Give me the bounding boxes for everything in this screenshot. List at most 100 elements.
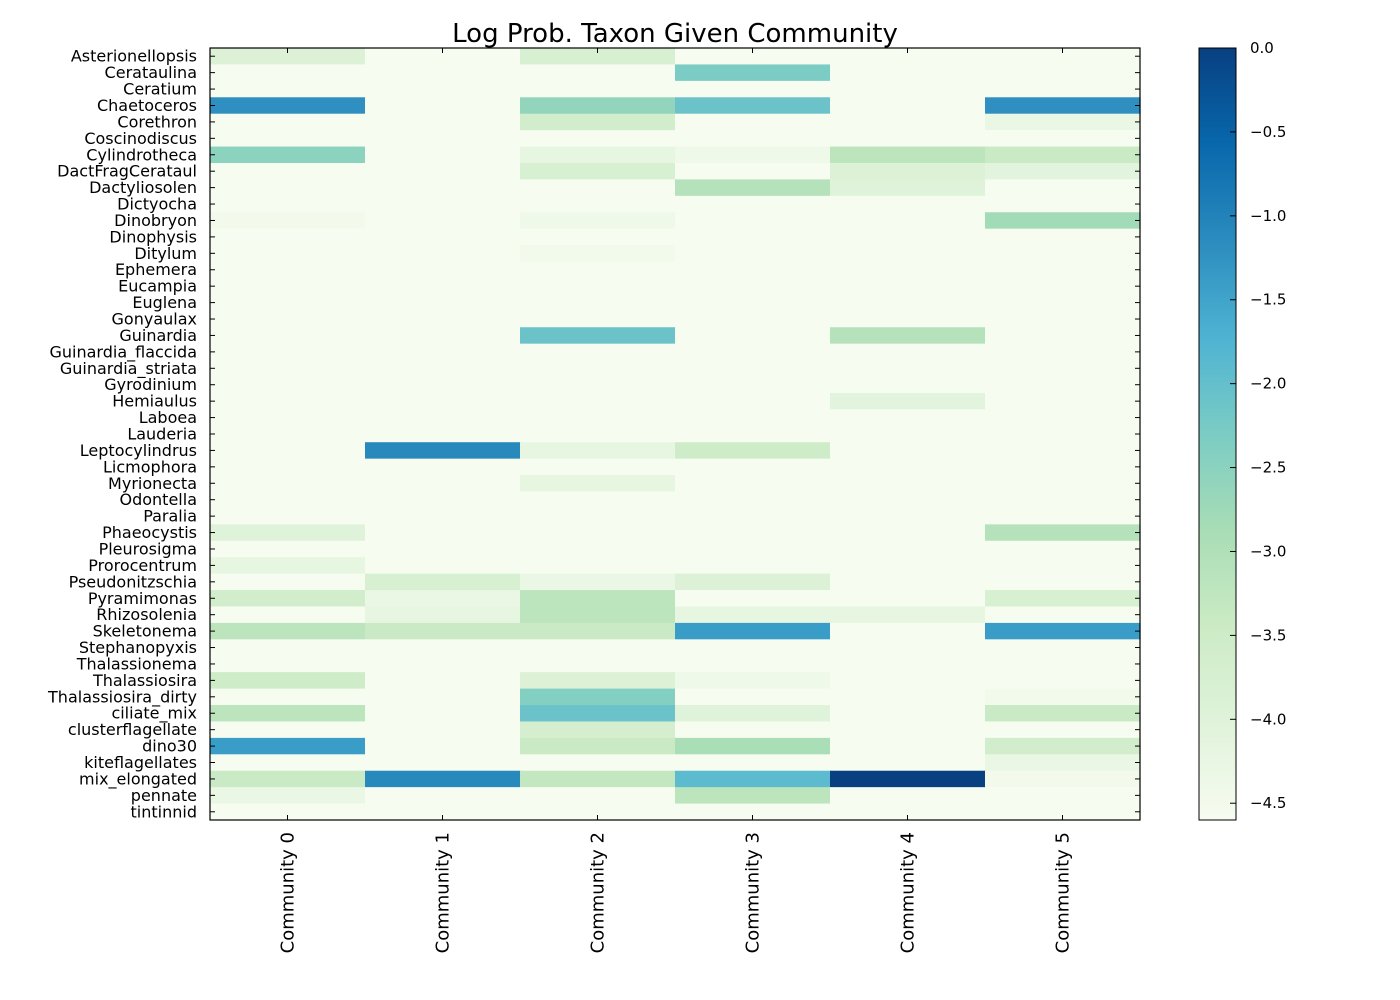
heatmap-cell [675, 688, 831, 706]
y-tick-label: Skeletonema [93, 622, 197, 641]
heatmap-cell [520, 540, 676, 558]
heatmap-cell [675, 557, 831, 575]
heatmap-cell [985, 80, 1141, 98]
heatmap-cell [985, 803, 1141, 821]
heatmap-cell [830, 688, 986, 706]
heatmap-cell [520, 113, 676, 131]
heatmap-cell [830, 655, 986, 673]
heatmap-cell [210, 228, 366, 246]
heatmap-cell [520, 491, 676, 509]
y-tick-label: Odontella [120, 490, 198, 509]
heatmap-cell [830, 277, 986, 295]
colorbar-gradient [1198, 47, 1237, 821]
y-tick-label: kiteflagellates [84, 753, 197, 772]
y-tick-label: Pseudonitzschia [69, 572, 197, 591]
heatmap-cell [210, 507, 366, 525]
heatmap-cell [210, 688, 366, 706]
heatmap-cell [675, 392, 831, 410]
heatmap-cell [210, 80, 366, 98]
heatmap-cell [210, 491, 366, 509]
heatmap-cell [365, 360, 521, 378]
x-tick-label: Community 3 [743, 832, 764, 953]
heatmap-cell [675, 376, 831, 394]
heatmap-cell [985, 540, 1141, 558]
heatmap-cell [210, 606, 366, 624]
heatmap-cell [210, 639, 366, 657]
heatmap-cell [210, 787, 366, 805]
heatmap-cell [365, 770, 521, 788]
y-tick-label: Licmophora [103, 457, 197, 476]
heatmap-cell [675, 195, 831, 213]
y-tick-label: Gyrodinium [104, 375, 197, 394]
heatmap-cell [365, 557, 521, 575]
heatmap-cell [520, 212, 676, 230]
heatmap-cell [365, 491, 521, 509]
heatmap-cell [210, 97, 366, 115]
y-tick-label: Ditylum [134, 244, 197, 263]
heatmap-cell [675, 770, 831, 788]
heatmap-cell [520, 458, 676, 476]
heatmap-cell [365, 475, 521, 493]
heatmap-cell [830, 97, 986, 115]
heatmap-cell [985, 327, 1141, 345]
heatmap-cells [210, 48, 1141, 821]
heatmap-cell [210, 146, 366, 164]
heatmap-cell [985, 162, 1141, 181]
y-tick-label: Chaetoceros [97, 96, 197, 115]
heatmap-cell [210, 524, 366, 542]
heatmap-cell [210, 310, 366, 328]
y-tick-label: Coscinodiscus [84, 129, 197, 148]
heatmap-cell [210, 770, 366, 788]
heatmap-cell [365, 803, 521, 821]
heatmap-cell [365, 212, 521, 230]
x-tick-label: Community 5 [1053, 832, 1074, 953]
heatmap-cell [830, 458, 986, 476]
heatmap-cell [520, 228, 676, 246]
heatmap-cell [675, 425, 831, 443]
heatmap-cell [520, 705, 676, 723]
heatmap-cell [830, 737, 986, 755]
y-tick-label: Pleurosigma [99, 539, 197, 558]
heatmap-cell [520, 524, 676, 542]
heatmap-cell [210, 327, 366, 345]
heatmap-cell [675, 737, 831, 755]
heatmap-cell [830, 179, 986, 197]
heatmap-cell [210, 277, 366, 295]
heatmap-cell [985, 261, 1141, 279]
heatmap-cell [520, 310, 676, 328]
heatmap-cell [210, 721, 366, 739]
y-tick-label: DactFragCerataul [57, 162, 197, 181]
heatmap-cell [830, 606, 986, 624]
heatmap-cell [210, 705, 366, 723]
y-tick-label: clusterflagellate [68, 720, 197, 739]
heatmap-cell [365, 195, 521, 213]
heatmap-cell [365, 179, 521, 197]
heatmap-cell [830, 622, 986, 640]
heatmap-cell [675, 48, 831, 66]
heatmap-cell [210, 672, 366, 690]
heatmap-cell [830, 754, 986, 772]
heatmap-cell [210, 803, 366, 821]
heatmap-cell [675, 294, 831, 312]
heatmap-cell [830, 705, 986, 723]
heatmap-cell [210, 245, 366, 263]
chart-title: Log Prob. Taxon Given Community [452, 19, 898, 49]
heatmap-cell [210, 475, 366, 493]
heatmap-cell [830, 573, 986, 591]
heatmap-cell [675, 803, 831, 821]
heatmap-cell [985, 705, 1141, 723]
heatmap-cell [985, 770, 1141, 788]
heatmap-cell [675, 491, 831, 509]
heatmap-cell [210, 540, 366, 558]
heatmap-cell [830, 327, 986, 345]
heatmap-cell [985, 425, 1141, 443]
heatmap-cell [520, 639, 676, 657]
heatmap-cell [830, 770, 986, 788]
heatmap-cell [520, 277, 676, 295]
heatmap-cell [520, 721, 676, 739]
heatmap-cell [365, 294, 521, 312]
heatmap-cell [210, 48, 366, 66]
heatmap-cell [830, 113, 986, 131]
heatmap-cell [985, 622, 1141, 640]
y-tick-label: Thalassionema [76, 654, 197, 673]
